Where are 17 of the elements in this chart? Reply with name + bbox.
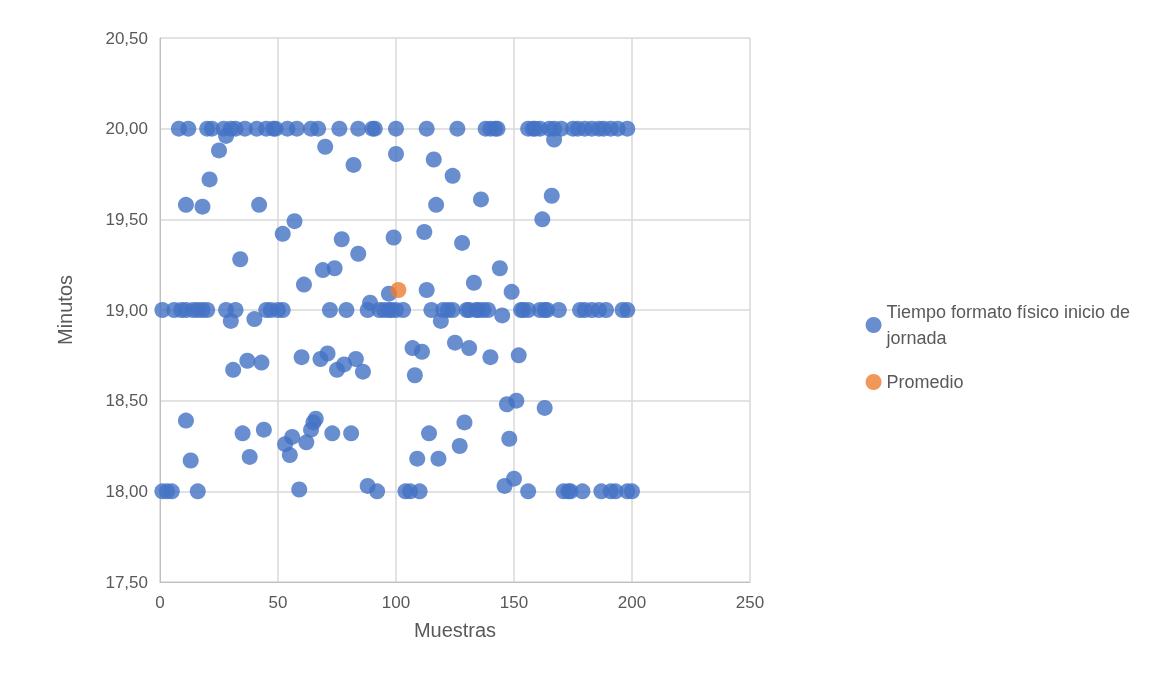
y-tick-label: 19,50 <box>105 209 148 229</box>
legend-label: Tiempo formato físico inicio de jornada <box>885 302 1131 348</box>
x-tick-label: 0 <box>155 593 165 612</box>
legend-label: Promedio <box>886 372 964 392</box>
x-tick-label: 100 <box>381 593 411 612</box>
y-tick-label: 20,00 <box>105 119 148 139</box>
x-tick-label: 150 <box>499 593 529 612</box>
x-axis-title: Muestras <box>413 619 497 641</box>
y-tick-label: 18,00 <box>105 481 148 501</box>
y-tick-label: 17,50 <box>105 572 148 592</box>
y-axis-title: Minutos <box>54 274 76 346</box>
y-tick-label: 20,50 <box>105 28 148 48</box>
y-tick-label: 19,00 <box>105 300 148 320</box>
y-tick-label: 18,50 <box>105 391 148 411</box>
x-tick-label: 50 <box>268 593 288 612</box>
x-tick-label: 200 <box>617 593 647 612</box>
x-tick-label: 250 <box>735 593 765 612</box>
